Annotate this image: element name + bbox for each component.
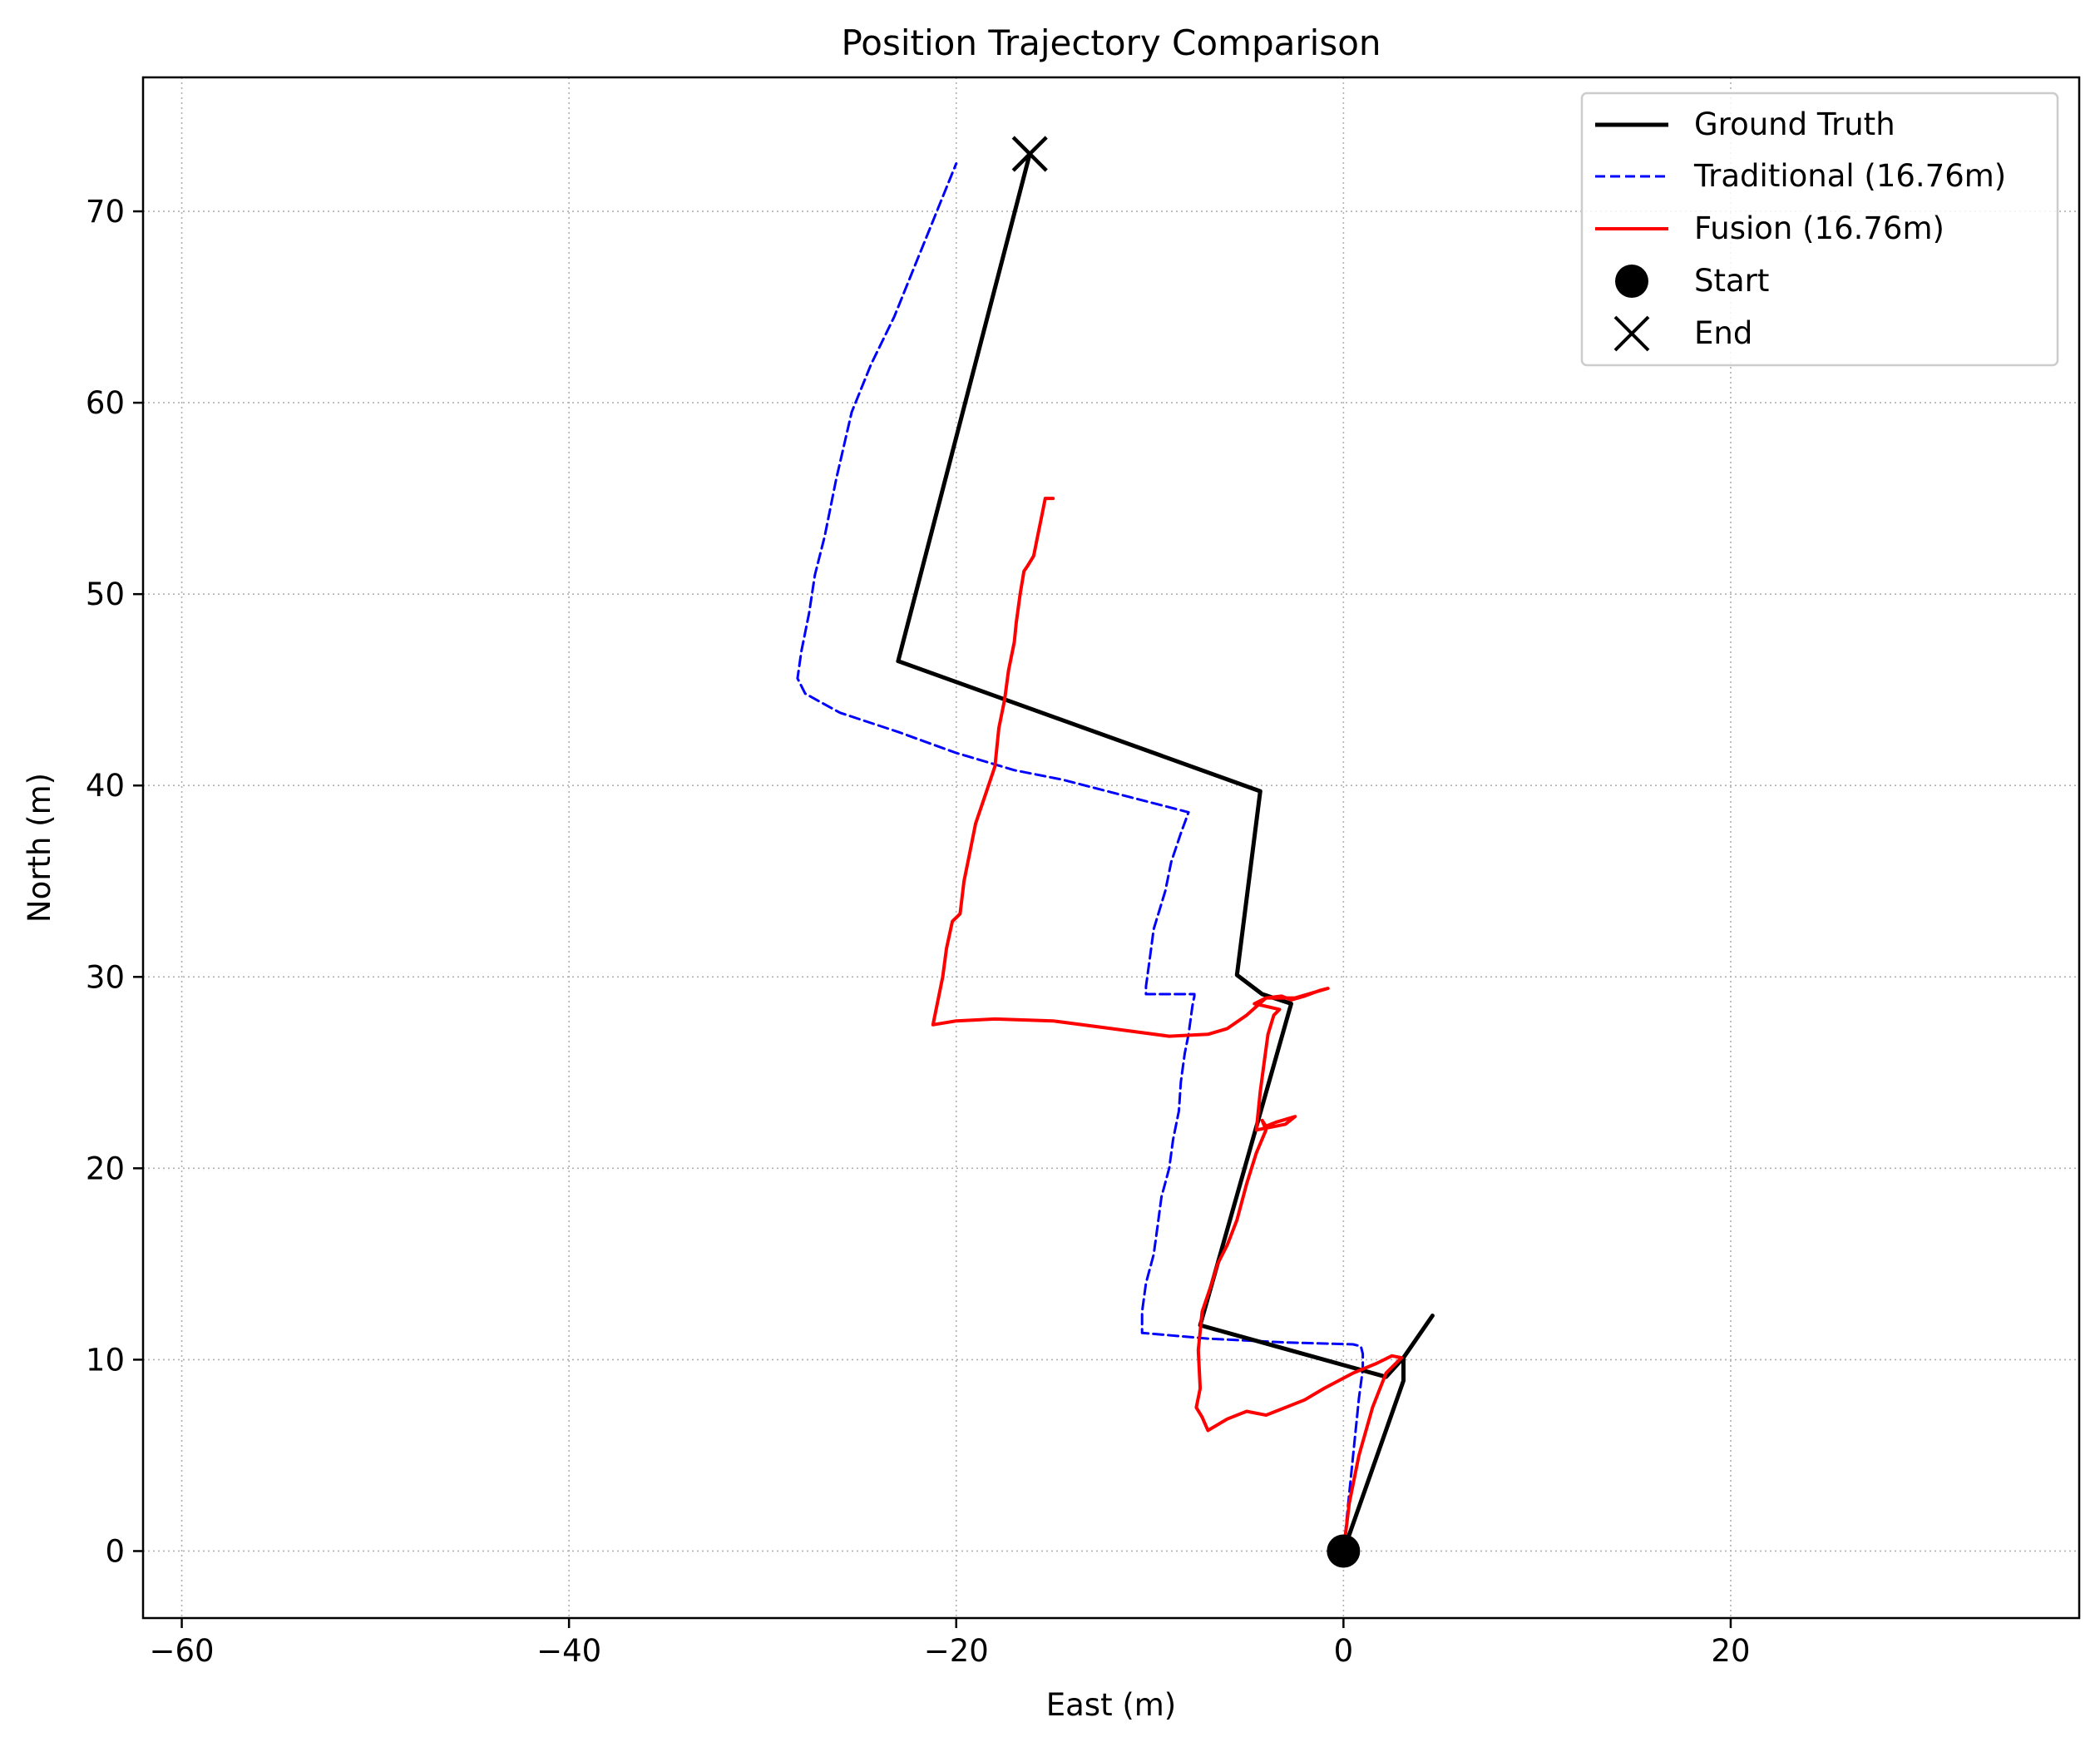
- series-line-traditional: [796, 162, 1365, 1552]
- legend-start-marker: [1615, 265, 1648, 298]
- y-tick-label: 60: [86, 385, 125, 421]
- legend-label-ground-truth: Ground Truth: [1694, 106, 1895, 142]
- legend-frame: [1580, 92, 2059, 367]
- y-tick-label: 70: [86, 194, 125, 230]
- marker-layer: [1011, 136, 1361, 1568]
- y-tick-label: 50: [86, 577, 125, 612]
- chart-title: Position Trajectory Comparison: [841, 22, 1381, 63]
- legend-label-traditional: Traditional (16.76m): [1693, 158, 2006, 194]
- series-layer: [796, 151, 1435, 1553]
- x-tick-label: −20: [924, 1633, 989, 1669]
- y-tick-label: 0: [105, 1533, 125, 1569]
- series-line-ground: [896, 151, 1435, 1553]
- x-axis-label: East (m): [1046, 1687, 1177, 1723]
- x-tick-label: −40: [536, 1633, 601, 1669]
- legend-label-fusion: Fusion (16.76m): [1694, 210, 1944, 246]
- y-tick-label: 20: [86, 1151, 125, 1186]
- y-tick-label: 30: [86, 959, 125, 995]
- plot-frame: [141, 76, 2081, 1620]
- y-axis-ticks: 0 10 20 30 40 50 60 70: [86, 194, 143, 1569]
- end-marker: [1011, 136, 1048, 172]
- series-line-fusion: [931, 497, 1404, 1553]
- start-marker: [1327, 1534, 1361, 1568]
- x-tick-label: −60: [150, 1633, 215, 1669]
- y-tick-label: 10: [86, 1342, 125, 1378]
- x-tick-label: 20: [1711, 1633, 1750, 1669]
- y-tick-label: 40: [86, 768, 125, 804]
- legend-label-start: Start: [1694, 263, 1769, 299]
- legend: Ground Truth Traditional (16.76m) Fusion…: [1580, 92, 2059, 367]
- x-axis-ticks: −60 −40 −20 0 20: [150, 1618, 1751, 1669]
- legend-end-marker: [1613, 315, 1650, 352]
- y-axis-label: North (m): [22, 773, 57, 923]
- legend-label-end: End: [1694, 315, 1752, 351]
- x-tick-label: 0: [1334, 1633, 1354, 1669]
